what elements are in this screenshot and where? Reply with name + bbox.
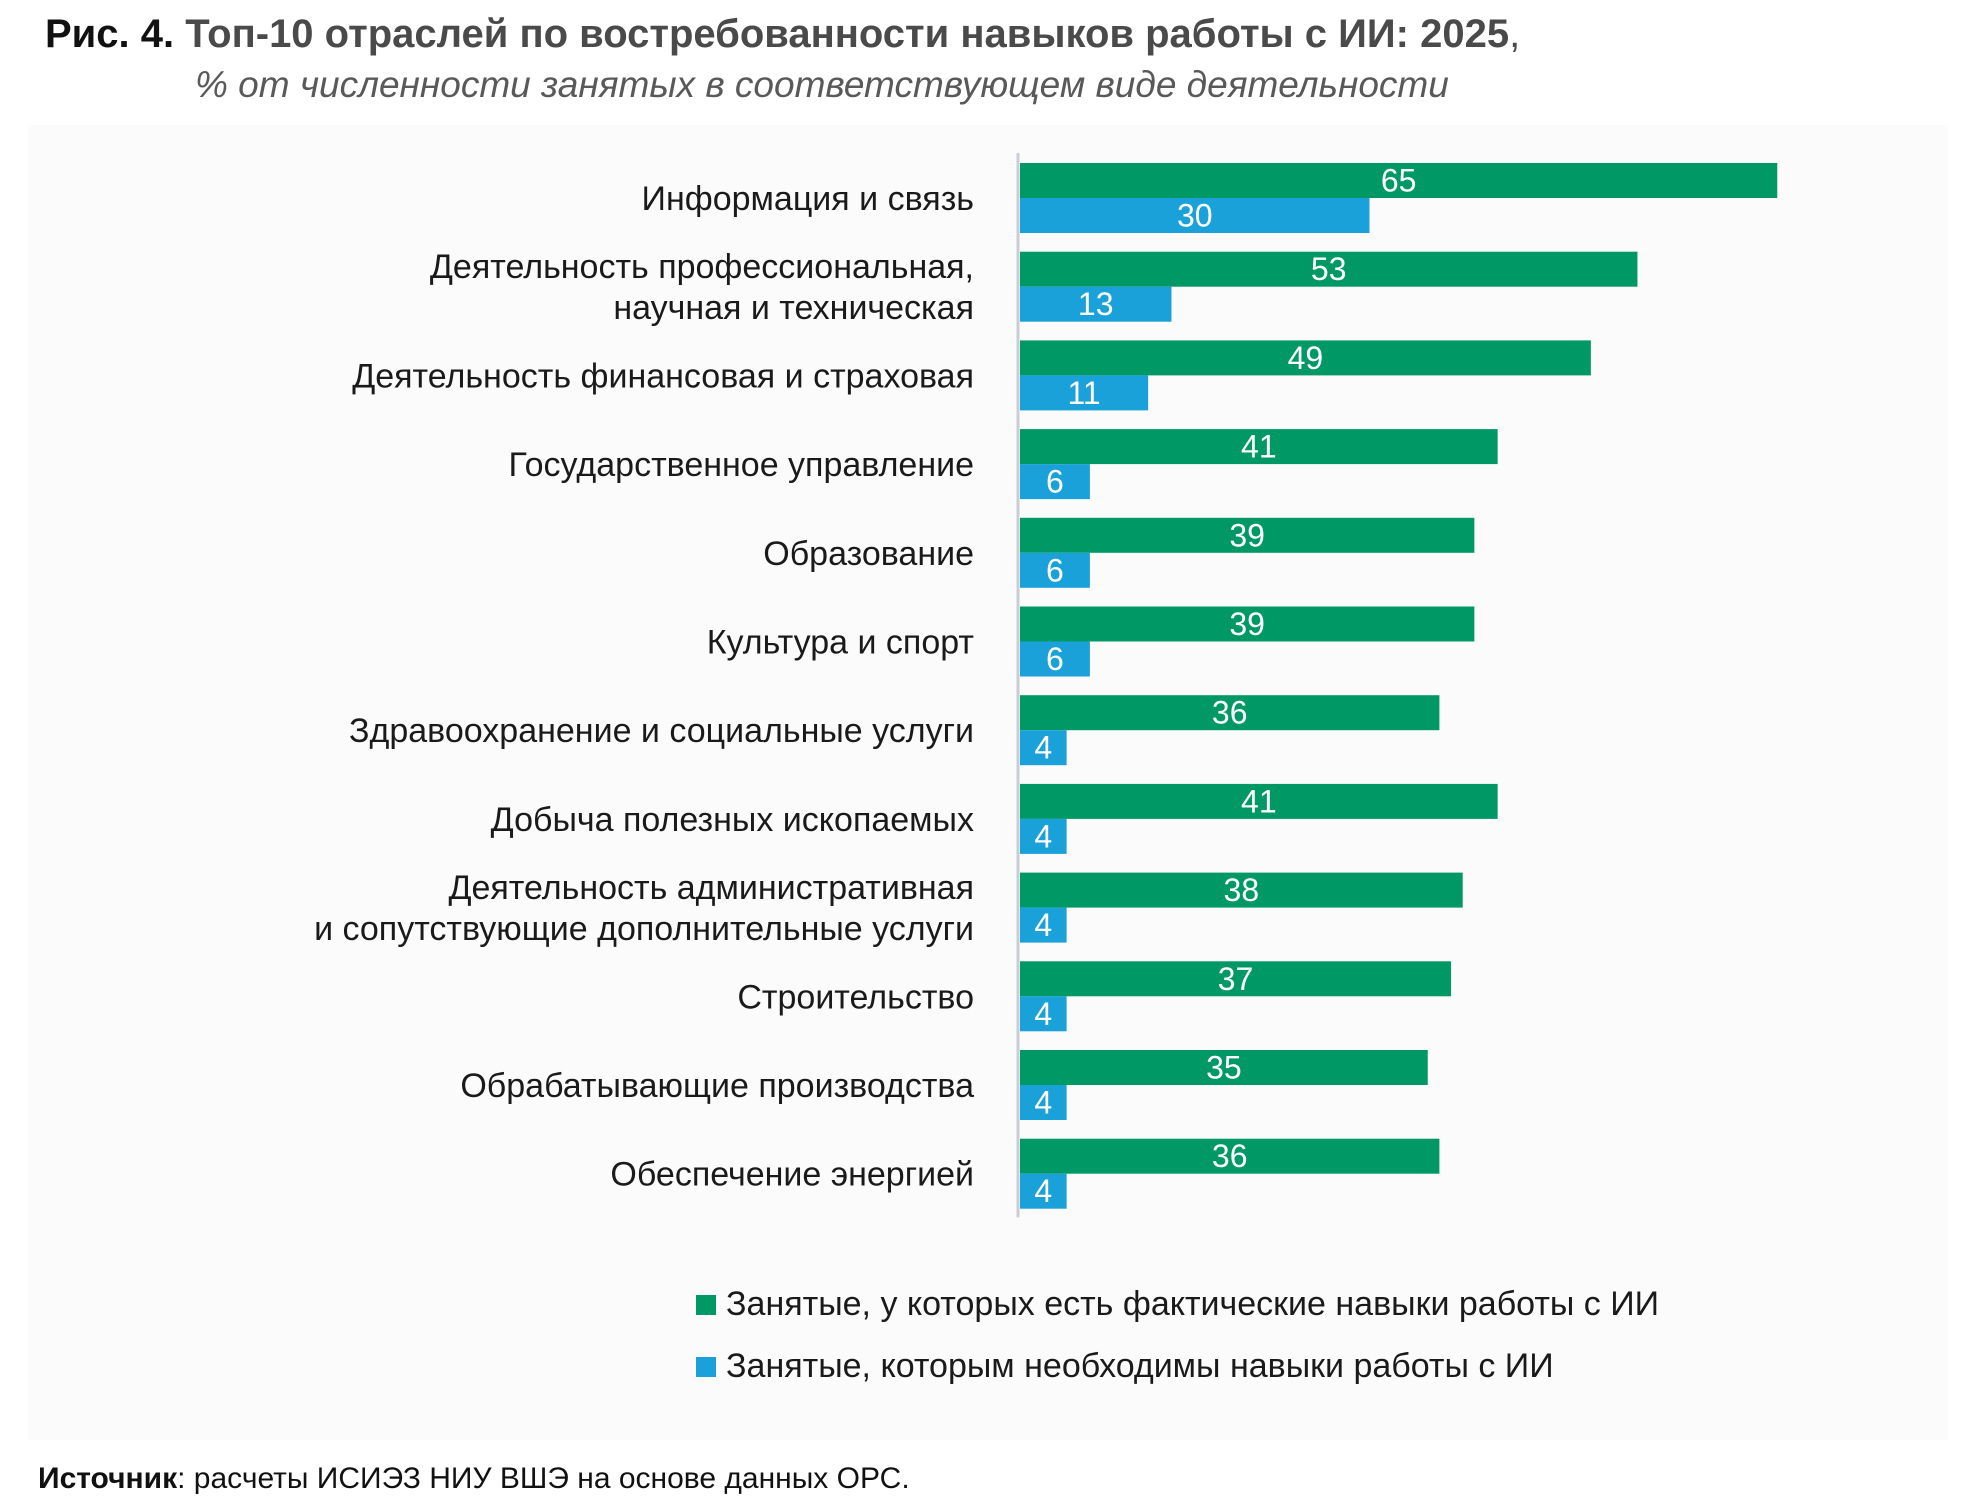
bar-actual <box>1020 695 1440 731</box>
category-label: Деятельность профессиональная, <box>430 248 974 286</box>
category-label: Культура и спорт <box>707 624 974 662</box>
data-label-needed: 6 <box>1046 552 1064 588</box>
data-label-actual: 39 <box>1229 606 1265 642</box>
bar-needed <box>1020 1173 1067 1209</box>
data-label-actual: 37 <box>1218 961 1254 997</box>
bar-actual <box>1020 429 1498 465</box>
bar-needed <box>1020 996 1067 1032</box>
category-label: Образование <box>763 535 974 573</box>
data-label-needed: 6 <box>1046 641 1064 677</box>
bar-needed <box>1020 818 1067 854</box>
bar-needed <box>1020 552 1090 588</box>
data-label-actual: 39 <box>1229 517 1265 553</box>
bar-actual <box>1020 872 1463 908</box>
category-label: и сопутствующие дополнительные услуги <box>314 910 974 948</box>
bar-needed <box>1020 464 1090 500</box>
data-label-actual: 49 <box>1288 340 1324 376</box>
bar-actual <box>1020 1138 1440 1174</box>
bar-needed <box>1020 730 1067 766</box>
source-note: Источник: расчеты ИСИЭЗ НИУ ВШЭ на основ… <box>38 1462 910 1496</box>
legend-swatch-actual <box>696 1295 716 1315</box>
bar-needed <box>1020 907 1067 943</box>
category-label: Строительство <box>737 978 974 1016</box>
bar-actual <box>1020 340 1591 376</box>
bar-needed <box>1020 286 1172 322</box>
category-label: Обрабатывающие производства <box>460 1067 974 1105</box>
data-label-needed: 4 <box>1034 818 1052 854</box>
data-label-actual: 35 <box>1206 1050 1242 1086</box>
category-label: Здравоохранение и социальные услуги <box>349 712 974 750</box>
data-label-needed: 30 <box>1177 198 1213 234</box>
title-comma: , <box>1509 12 1521 56</box>
data-label-needed: 4 <box>1034 730 1052 766</box>
bar-needed <box>1020 198 1370 233</box>
data-label-needed: 6 <box>1046 464 1064 500</box>
data-label-needed: 11 <box>1067 375 1100 411</box>
data-label-actual: 41 <box>1241 429 1277 465</box>
source-text: : расчеты ИСИЭЗ НИУ ВШЭ на основе данных… <box>177 1462 910 1495</box>
data-label-actual: 41 <box>1241 783 1277 819</box>
bar-actual <box>1020 783 1498 819</box>
bar-needed <box>1020 641 1090 677</box>
bar-needed <box>1020 1085 1067 1120</box>
category-label: Информация и связь <box>642 180 974 218</box>
source-label: Источник <box>38 1462 178 1495</box>
bar-chart: 65 30 Информация и связь 53 13 Деятельность п… <box>314 153 1778 1385</box>
category-label: Добыча полезных ископаемых <box>491 801 974 839</box>
bar-actual <box>1020 251 1638 287</box>
data-label-actual: 36 <box>1212 1138 1248 1174</box>
legend-label-actual: Занятые, у которых есть фактические навы… <box>726 1285 1659 1323</box>
bar-needed <box>1020 375 1149 411</box>
data-label-needed: 4 <box>1034 1173 1052 1209</box>
bar-actual <box>1020 606 1475 642</box>
data-label-needed: 13 <box>1078 286 1114 322</box>
chart-title: Рис. 4. Топ-10 отраслей по востребованно… <box>45 12 1520 57</box>
legend-label-needed: Занятые, которым необходимы навыки работ… <box>726 1347 1554 1385</box>
data-label-needed: 4 <box>1034 1085 1052 1121</box>
bar-actual <box>1020 517 1475 553</box>
data-label-actual: 53 <box>1311 251 1347 287</box>
category-label: научная и техническая <box>613 289 974 327</box>
chart-panel: 65 30 Информация и связь 53 13 Деятельность п… <box>28 125 1948 1440</box>
data-label-actual: 38 <box>1224 872 1260 908</box>
data-label-needed: 4 <box>1034 907 1052 943</box>
chart-subtitle: % от численности занятых в соответствующ… <box>195 64 1449 105</box>
category-label: Государственное управление <box>509 446 975 484</box>
bar-actual <box>1020 1050 1428 1085</box>
title-text: Топ-10 отраслей по востребованности навы… <box>185 12 1510 56</box>
legend-swatch-needed <box>696 1357 716 1377</box>
data-label-actual: 36 <box>1212 695 1248 731</box>
category-label: Обеспечение энергией <box>610 1156 974 1194</box>
data-label-actual: 65 <box>1381 163 1417 199</box>
bar-actual <box>1020 163 1778 198</box>
bar-actual <box>1020 961 1452 997</box>
category-label: Деятельность финансовая и страховая <box>352 357 974 395</box>
figure-label: Рис. 4. <box>45 12 175 56</box>
data-label-needed: 4 <box>1034 996 1052 1032</box>
category-label: Деятельность административная <box>448 869 974 907</box>
